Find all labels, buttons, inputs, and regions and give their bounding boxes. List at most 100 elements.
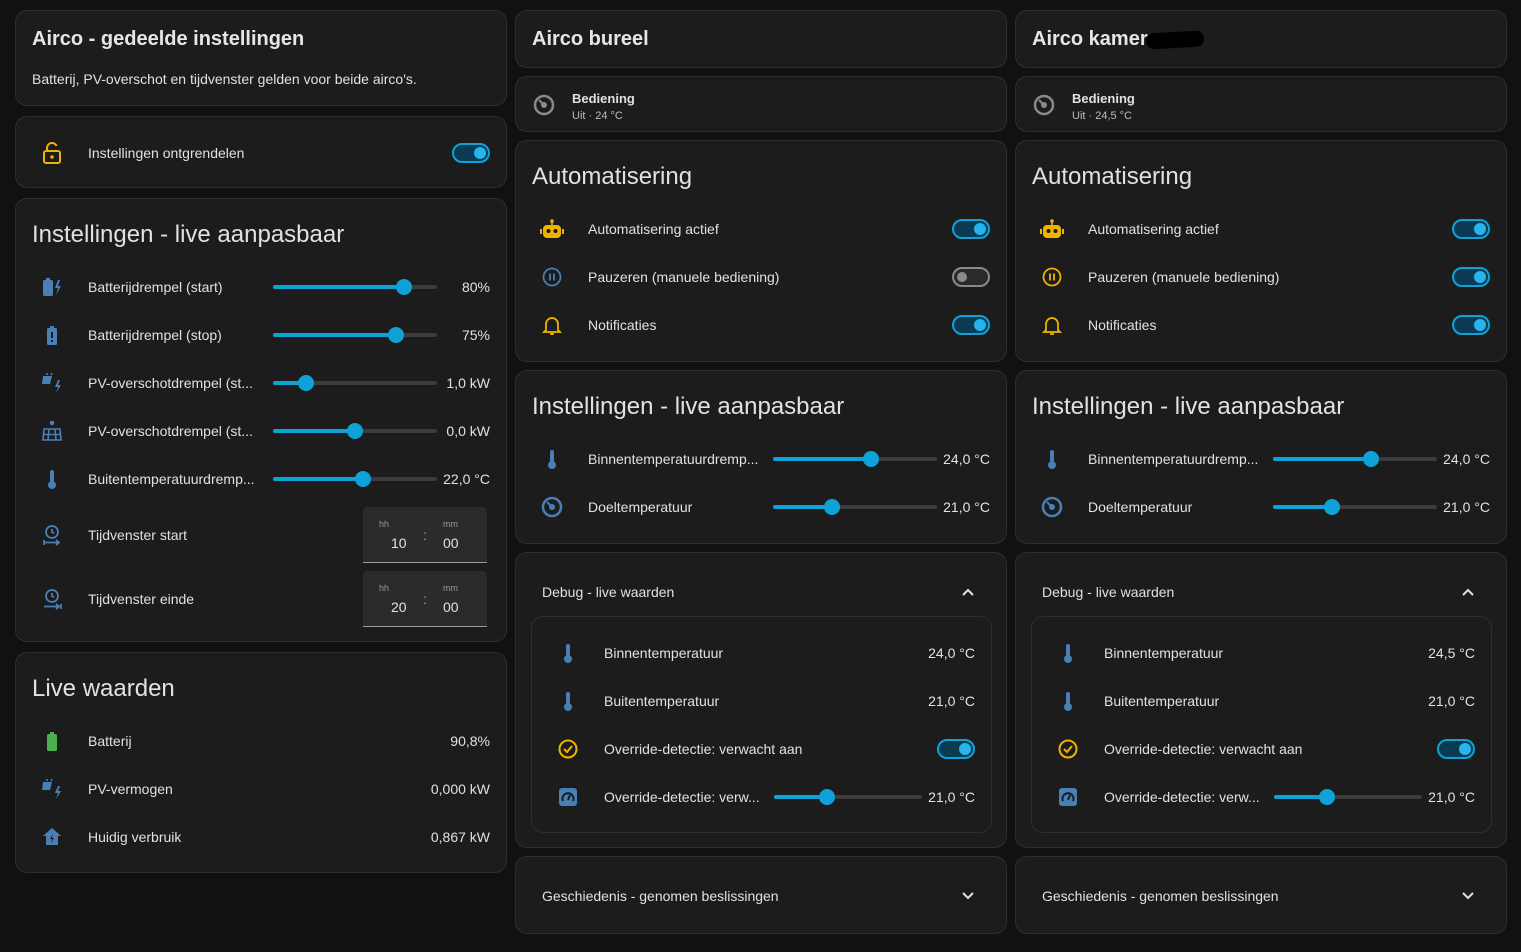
slider[interactable] (774, 789, 922, 805)
unlock-toggle[interactable] (452, 143, 490, 163)
slider[interactable] (773, 499, 937, 515)
bell-icon (1040, 313, 1064, 337)
slider[interactable] (1273, 451, 1437, 467)
minute-value[interactable]: 00 (443, 535, 459, 551)
setting-label: PV-overschotdrempel (st... (88, 375, 253, 391)
slider-thumb[interactable] (297, 375, 314, 391)
slider-thumb[interactable] (396, 279, 413, 295)
hour-value[interactable]: 20 (391, 599, 407, 615)
hour-value[interactable]: 10 (391, 535, 407, 551)
chevron-up-icon[interactable] (1460, 584, 1476, 600)
automation-toggle[interactable] (1452, 315, 1490, 335)
debug-title: Debug - live waarden (542, 584, 675, 600)
live-value-row[interactable]: Batterij 90,8% (16, 717, 506, 765)
slider[interactable] (273, 279, 437, 295)
minute-placeholder: mm (443, 583, 458, 593)
debug-expander: Debug - live waarden Binnentemperatuur 24,… (1015, 552, 1507, 848)
slider[interactable] (1273, 499, 1437, 515)
clock-end-icon (40, 587, 64, 611)
debug-toggle[interactable] (1437, 739, 1475, 759)
slider[interactable] (1274, 789, 1422, 805)
shared-header-card: Airco - gedeelde instellingen Batterij, … (15, 10, 507, 106)
minute-value[interactable]: 00 (443, 599, 459, 615)
automation-toggle[interactable] (952, 315, 990, 335)
battery-alert-icon (40, 323, 64, 347)
debug-expander-header[interactable]: Debug - live waarden (1016, 553, 1506, 615)
slider[interactable] (273, 471, 437, 487)
unit-header-card: Airco bureel (515, 10, 1007, 68)
live-value-row[interactable]: PV-vermogen 0,000 kW (16, 765, 506, 813)
slider[interactable] (273, 327, 437, 343)
bediening-name: Bediening (572, 91, 635, 106)
setting-value: 22,0 °C (443, 471, 490, 487)
unit-settings-card: Instellingen - live aanpasbaar Binnentemp… (515, 370, 1007, 544)
slider-thumb[interactable] (1363, 451, 1380, 467)
bell-icon (540, 313, 564, 337)
automation-toggle[interactable] (952, 267, 990, 287)
debug-row[interactable]: Binnentemperatuur 24,5 °C (1032, 629, 1491, 677)
bediening-tile[interactable]: Bediening Uit · 24,5 °C (1015, 76, 1507, 132)
slider[interactable] (773, 451, 937, 467)
automation-row[interactable]: Automatisering actief (516, 205, 1006, 253)
setting-label: Batterijdrempel (start) (88, 279, 223, 295)
unlock-row[interactable]: Instellingen ontgrendelen (16, 129, 506, 177)
live-label: Batterij (88, 733, 132, 749)
history-expander[interactable]: Geschiedenis - genomen beslissingen (515, 856, 1007, 934)
hour-placeholder: hh (379, 583, 390, 593)
slider-fill (774, 795, 828, 799)
chevron-down-icon[interactable] (1460, 888, 1476, 904)
slider-thumb[interactable] (1324, 499, 1341, 515)
debug-expander-header[interactable]: Debug - live waarden (516, 553, 1006, 615)
automation-toggle[interactable] (1452, 267, 1490, 287)
unit-title: Airco kamer (1032, 28, 1148, 50)
bediening-tile[interactable]: Bediening Uit · 24 °C (515, 76, 1007, 132)
pause-circle-icon (540, 265, 564, 289)
redaction-mark (1145, 30, 1205, 50)
debug-row[interactable]: Override-detectie: verw... 21,0 °C (532, 773, 991, 821)
debug-entities-card: Binnentemperatuur 24,5 °C Buitentemperatuu… (1031, 616, 1492, 833)
unit-slider-row: Binnentemperatuurdremp... 24,0 °C (516, 435, 1006, 483)
time-start-label: Tijdvenster start (88, 527, 188, 543)
automation-label: Notificaties (588, 317, 657, 333)
debug-row[interactable]: Binnentemperatuur 24,0 °C (532, 629, 991, 677)
debug-label: Binnentemperatuur (604, 645, 724, 661)
automation-toggle[interactable] (952, 219, 990, 239)
debug-toggle[interactable] (937, 739, 975, 759)
debug-row[interactable]: Override-detectie: verwacht aan (532, 725, 991, 773)
automation-row[interactable]: Pauzeren (manuele bediening) (516, 253, 1006, 301)
chevron-down-icon[interactable] (960, 888, 976, 904)
time-end-input[interactable]: hh 20 : mm 00 (363, 571, 487, 627)
automation-row[interactable]: Notificaties (516, 301, 1006, 349)
thermometer-icon (556, 641, 580, 665)
live-value-row[interactable]: Huidig verbruik 0,867 kW (16, 813, 506, 861)
slider-thumb[interactable] (388, 327, 404, 343)
debug-row[interactable]: Buitentemperatuur 21,0 °C (532, 677, 991, 725)
slider-thumb[interactable] (1319, 789, 1336, 805)
time-start-input[interactable]: hh 10 : mm 00 (363, 507, 487, 563)
slider-thumb[interactable] (355, 471, 372, 487)
slider-thumb[interactable] (347, 423, 363, 439)
slider-thumb[interactable] (863, 451, 880, 467)
slider-fill (773, 457, 872, 461)
slider[interactable] (273, 375, 437, 391)
slider[interactable] (273, 423, 437, 439)
automation-label: Automatisering actief (588, 221, 719, 237)
debug-row[interactable]: Override-detectie: verwacht aan (1032, 725, 1491, 773)
history-title: Geschiedenis - genomen beslissingen (1042, 888, 1279, 904)
automation-label: Pauzeren (manuele bediening) (1088, 269, 1280, 285)
chevron-up-icon[interactable] (960, 584, 976, 600)
automation-row[interactable]: Pauzeren (manuele bediening) (1016, 253, 1506, 301)
setting-value: 75% (461, 327, 490, 343)
automation-label: Pauzeren (manuele bediening) (588, 269, 780, 285)
automation-toggle[interactable] (1452, 219, 1490, 239)
automation-row[interactable]: Notificaties (1016, 301, 1506, 349)
debug-row[interactable]: Override-detectie: verw... 21,0 °C (1032, 773, 1491, 821)
gauge-icon (556, 785, 580, 809)
slider-thumb[interactable] (824, 499, 841, 515)
bediening-state: Uit · 24,5 °C (1072, 110, 1133, 122)
debug-row[interactable]: Buitentemperatuur 21,0 °C (1032, 677, 1491, 725)
unit-slider-row: Doeltemperatuur 21,0 °C (1016, 483, 1506, 531)
history-expander[interactable]: Geschiedenis - genomen beslissingen (1015, 856, 1507, 934)
automation-row[interactable]: Automatisering actief (1016, 205, 1506, 253)
slider-thumb[interactable] (819, 789, 836, 805)
